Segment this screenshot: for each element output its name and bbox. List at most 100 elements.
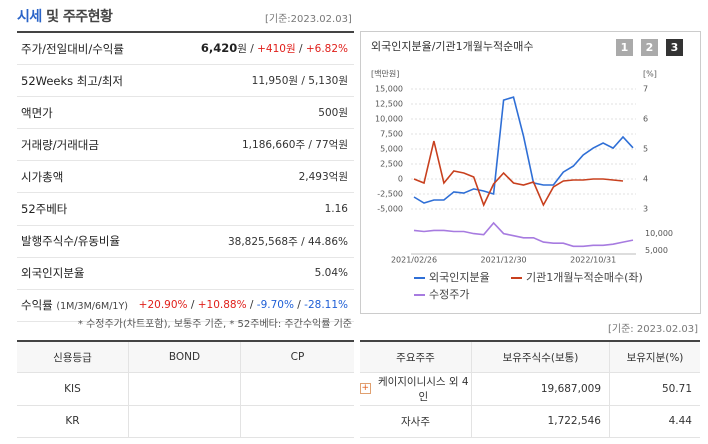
row-value: 1,186,660주 / 77억원 [242, 137, 348, 152]
tab-button[interactable] [616, 39, 633, 56]
y2-tick-label: 7 [643, 85, 648, 94]
column-header: 주요주주 [360, 342, 472, 372]
table-cell [129, 405, 241, 437]
tab-label[interactable]: 3 [671, 41, 679, 54]
y-axis-unit: [백만원] [371, 69, 399, 79]
column-header: 보유지분(%) [626, 351, 684, 364]
row-value: 2,493억원 [299, 169, 348, 184]
table-row: KR [17, 405, 354, 438]
summary-row: 수익률 (1M/3M/6M/1Y) +20.90% / +10.88% / -9.… [17, 290, 354, 322]
table-cell: 19,687,009 [472, 373, 610, 405]
x-tick-label: 2021/02/26 [391, 256, 437, 265]
tab-label[interactable]: 1 [621, 41, 629, 54]
table-row: + 케이지이니시스 외 4인 19,687,009 50.71 [360, 373, 700, 406]
column-header: 보유주식수(보통) [472, 342, 610, 372]
chart-title: 외국인지분율/기관1개월누적순매수 [371, 40, 534, 53]
legend-label: 외국인지분율 [429, 271, 490, 284]
summary-row: 발행주식수/유동비율 38,825,568주 / 44.86% [17, 226, 354, 258]
value-part: 500원 [318, 107, 348, 120]
table-row: 자사주 1,722,546 4.44 [360, 405, 700, 438]
summary-row: 52Weeks 최고/최저 11,950원 / 5,130원 [17, 65, 354, 98]
y2-tick-label: 3 [643, 205, 648, 214]
row-value: +20.90% / +10.88% / -9.70% / -28.11% [139, 299, 348, 311]
header-row: 신용등급 BOND CP [17, 342, 354, 373]
cell-text: 50.71 [661, 382, 692, 395]
date: [기준:2023.02.03] [265, 14, 352, 25]
summary-row: 주가/전일대비/수익률 6,420원 / +410원 / +6.82% [17, 33, 354, 66]
chart-panel: 외국인지분율/기관1개월누적순매수 1 2 3 [백만원] [%] 15,000 12,500… [360, 31, 701, 314]
title-rest: 및 주주현황 [46, 9, 113, 25]
cell-text: KIS [64, 382, 81, 395]
value-part: 1,186,660주 / 77억원 [242, 139, 348, 152]
value-part: / [293, 299, 305, 312]
value-part: 1.16 [324, 203, 348, 216]
tab-button[interactable] [666, 39, 683, 56]
date: [기준: 2023.02.03] [608, 324, 699, 335]
y-tick-label: 5,000 [380, 145, 403, 154]
title-accent: 시세 [17, 9, 42, 25]
series-line [413, 96, 634, 204]
value-part: 6,420 [200, 41, 238, 56]
value-part: / [295, 43, 306, 56]
series-line [413, 221, 634, 248]
row-label: 거래량/거래대금 [21, 137, 99, 153]
tab-button[interactable] [641, 39, 658, 56]
y-tick-label: 10,000 [375, 115, 403, 124]
header-row: 주요주주 보유주식수(보통) 보유지분(%) [360, 342, 700, 373]
legend-label: 수정주가 [429, 288, 469, 301]
cell-text: 케이지이니시스 외 4인 [377, 375, 469, 403]
value-part: 5.04% [314, 267, 348, 280]
y2-axis-unit: [%] [643, 70, 657, 79]
row-label: 주가/전일대비/수익률 [21, 41, 124, 57]
column-header: 신용등급 [17, 342, 129, 372]
cell-text: 자사주 [401, 415, 430, 428]
y-tick-label: 15,000 [375, 85, 403, 94]
row-value: 5.04% [315, 267, 348, 279]
summary-row: 52주베타 1.16 [17, 193, 354, 226]
label-text: 주가/전일대비/수익률 [21, 41, 124, 56]
credit-table: 신용등급 BOND CP KIS KR [17, 340, 354, 438]
label-text: 52Weeks 최고/최저 [21, 73, 123, 88]
label-text: 시가총액 [21, 169, 64, 184]
x-tick-label: 2021/12/30 [481, 256, 527, 265]
table-cell: 자사주 [360, 405, 472, 437]
row-label: 52Weeks 최고/최저 [21, 73, 123, 89]
value-part: 38,825,568주 / 44.86% [227, 235, 348, 248]
label-text: 발행주식수/유동비율 [21, 234, 121, 249]
value-part: / [187, 299, 198, 312]
table-cell: 50.71 [610, 373, 700, 405]
y-tick-label: -2,500 [377, 190, 403, 199]
legend-label: 기관1개월누적순매수(좌) [526, 271, 643, 284]
column-header: CP [290, 351, 305, 363]
row-label: 발행주식수/유동비율 [21, 233, 120, 249]
table-cell: + 케이지이니시스 외 4인 [360, 373, 472, 405]
expand-icon[interactable]: + [360, 383, 371, 395]
tab-label[interactable]: 2 [646, 41, 654, 54]
y2-tick-label: 6 [643, 115, 648, 124]
table-cell [241, 373, 354, 405]
section-title: 시세 및 주주현황 [17, 6, 113, 26]
y-tick-label: 7,500 [380, 130, 403, 139]
y-tick-label: -5,000 [377, 205, 403, 214]
value-part: 11,950원 / 5,130원 [251, 75, 348, 88]
label-text: 외국인지분율 [21, 266, 85, 281]
value-part: 2,493억원 [298, 171, 348, 184]
cell-text: 4.44 [668, 415, 692, 428]
table-cell: 4.44 [610, 406, 700, 438]
table-cell: KR [17, 405, 129, 437]
row-label: 시가총액 [21, 169, 63, 185]
summary-row: 액면가 500원 [17, 97, 354, 130]
table-cell: 1,722,546 [472, 405, 610, 437]
series-line [413, 140, 624, 208]
y-tick-label: 12,500 [375, 100, 403, 109]
label-text: 52주베타 [21, 202, 68, 217]
value-part: +410원 [257, 43, 296, 56]
label-text: 거래량/거래대금 [21, 137, 99, 152]
summary-row: 거래량/거래대금 1,186,660주 / 77억원 [17, 129, 354, 162]
column-header: BOND [129, 342, 241, 372]
y2-tick-label: 4 [643, 175, 648, 184]
y2-tick-label: 5 [643, 145, 648, 154]
y-tick-label: 2,500 [380, 160, 403, 169]
row-value: 500원 [318, 105, 348, 120]
